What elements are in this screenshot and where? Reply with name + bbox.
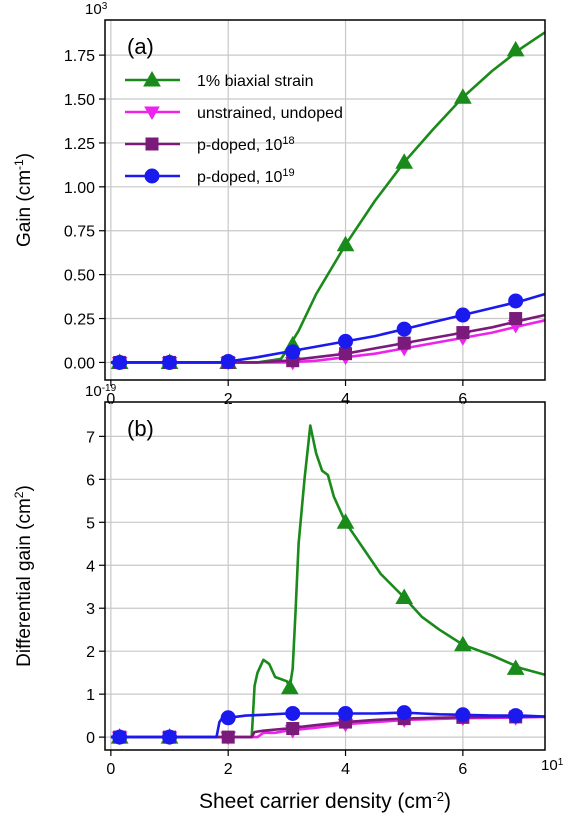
data-point-marker: [506, 659, 525, 675]
data-point-marker: [455, 307, 471, 323]
panel-b-grid: [105, 402, 545, 750]
data-point-marker: [395, 153, 414, 169]
y-tick-label: 1.50: [64, 92, 95, 109]
series-line: [110, 424, 546, 739]
panel-b-frame: [104, 401, 546, 751]
panel-b-series: [110, 424, 546, 746]
data-point-marker: [506, 40, 525, 57]
data-point-marker: [221, 730, 235, 744]
y-tick-label: 1.25: [64, 136, 95, 153]
data-point-marker: [454, 88, 472, 104]
panel-a-y-axis-label: Gain (cm-1): [12, 153, 35, 247]
legend-marker: [144, 168, 160, 184]
panel-a-label: (a): [127, 34, 154, 59]
series-line: [110, 715, 546, 739]
x-tick-label: 0: [106, 391, 115, 408]
series-line: [110, 31, 546, 364]
data-point-marker: [220, 710, 236, 726]
panel-b-ticks: 0 2 4 6 0 1 2 3 4 5 6 7: [86, 429, 467, 778]
data-point-marker: [162, 354, 178, 370]
y-tick-label: 4: [86, 558, 95, 575]
y-tick-label: 0.00: [64, 355, 95, 372]
y-tick-label: 0: [86, 730, 95, 747]
data-point-marker: [454, 635, 472, 652]
y-tick-label: 1.00: [64, 180, 95, 197]
data-point-marker: [456, 326, 470, 340]
data-point-marker: [509, 312, 523, 326]
y-tick-label: 3: [86, 601, 95, 618]
panel-a-y-multiplier: 103: [85, 1, 108, 19]
data-point-marker: [285, 705, 301, 721]
y-tick-label: 0.50: [64, 268, 95, 285]
data-point-marker: [280, 678, 299, 695]
y-tick-label: 2: [86, 644, 95, 661]
x-tick-label: 0: [106, 761, 115, 778]
x-tick-label: 4: [341, 761, 350, 778]
legend-marker: [145, 137, 159, 151]
series-line: [110, 313, 546, 364]
legend-label: unstrained, undoped: [197, 105, 343, 122]
panel-b-label: (b): [127, 416, 154, 441]
panel-b: 0 2 4 6 0 1 2 3 4 5 6 7 (b) 10-19 1012 Differential…: [12, 383, 563, 814]
x-tick-label: 4: [341, 391, 350, 408]
x-tick-label: 6: [458, 761, 467, 778]
x-tick-label: 6: [458, 391, 467, 408]
data-point-marker: [220, 354, 236, 370]
y-tick-label: 1.75: [64, 48, 95, 65]
y-tick-label: 5: [86, 515, 95, 532]
data-point-marker: [396, 321, 412, 337]
series-line: [110, 292, 546, 364]
legend: 1% biaxial strain unstrained, undoped p-do…: [125, 70, 343, 186]
data-point-marker: [286, 722, 300, 736]
data-point-marker: [285, 344, 301, 360]
legend-marker: [144, 106, 160, 120]
y-tick-label: 0.75: [64, 224, 95, 241]
panel-a-ticks: 0 2 4 6 0.00 0.25 0.50 0.75 1.00 1.25 1.50 1.75: [64, 48, 468, 408]
panel-a-frame: [104, 19, 546, 381]
panel-b-y-axis-label: Differential gain (cm2): [12, 485, 35, 667]
y-tick-label: 7: [86, 429, 95, 446]
data-point-marker: [455, 707, 471, 723]
data-point-marker: [338, 333, 354, 349]
legend-label: p-doped, 1019: [197, 167, 295, 186]
panel-a: 0 2 4 6 0.00 0.25 0.50 0.75 1.00 1.25 1.50 1.75 (a)…: [12, 1, 546, 408]
data-point-marker: [397, 336, 411, 350]
data-point-marker: [339, 347, 353, 361]
data-point-marker: [112, 354, 128, 370]
y-tick-label: 1: [86, 687, 95, 704]
x-tick-label: 2: [224, 391, 233, 408]
data-point-marker: [162, 729, 178, 745]
data-point-marker: [395, 588, 414, 604]
data-point-marker: [112, 729, 128, 745]
legend-marker: [143, 70, 161, 87]
data-point-marker: [508, 293, 524, 309]
data-point-marker: [396, 705, 412, 721]
legend-label: p-doped, 1018: [197, 135, 295, 154]
panel-b-y-multiplier: 10-19: [85, 383, 117, 401]
legend-label: 1% biaxial strain: [197, 73, 314, 90]
panel-a-grid: [105, 20, 545, 380]
data-point-marker: [508, 708, 524, 724]
y-tick-label: 6: [86, 472, 95, 489]
x-tick-label: 2: [224, 761, 233, 778]
panel-b-x-multiplier: 1012: [541, 757, 563, 775]
panel-a-series: [110, 31, 546, 371]
data-point-marker: [336, 513, 355, 529]
data-point-marker: [336, 235, 355, 252]
y-tick-label: 0.25: [64, 312, 95, 329]
data-point-marker: [338, 705, 354, 721]
x-axis-label: Sheet carrier density (cm-2): [199, 789, 451, 814]
